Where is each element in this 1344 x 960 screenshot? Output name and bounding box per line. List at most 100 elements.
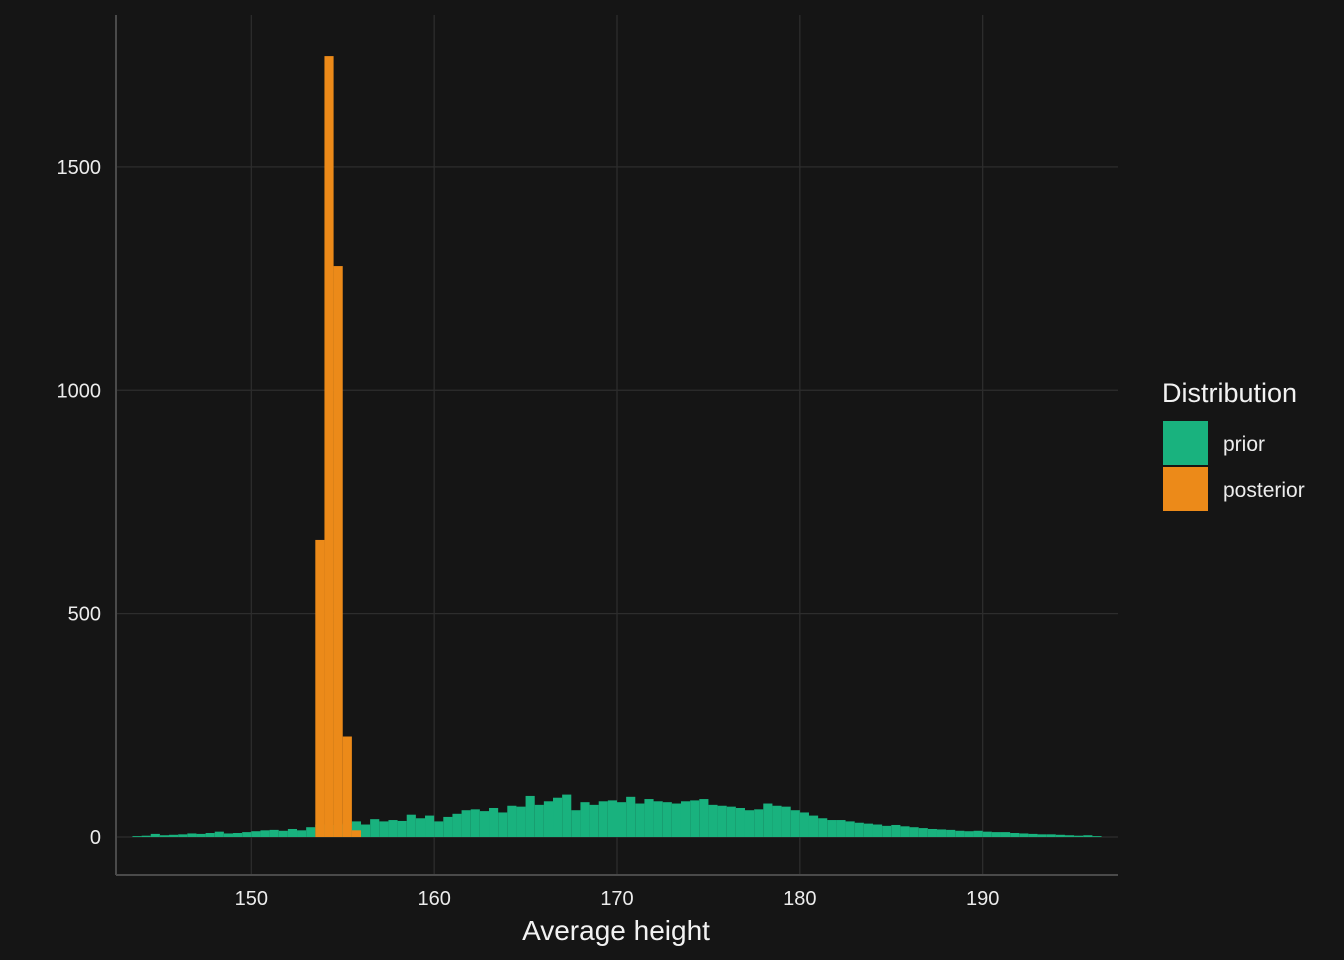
prior-bar — [1037, 834, 1047, 838]
prior-bars — [132, 794, 1102, 838]
prior-bar — [781, 806, 791, 838]
prior-bar — [1000, 832, 1011, 838]
posterior-bar — [351, 830, 362, 838]
prior-bar — [790, 810, 800, 838]
prior-bar — [452, 813, 462, 838]
prior-bar — [223, 833, 234, 838]
prior-bar — [708, 804, 718, 838]
prior-bar — [918, 828, 928, 838]
legend-swatch-posterior — [1163, 467, 1208, 511]
prior-bar — [1028, 833, 1038, 838]
prior-bar — [233, 833, 243, 838]
prior-bar — [205, 833, 215, 838]
prior-bar — [607, 800, 617, 838]
prior-bar — [955, 830, 965, 838]
prior-bar — [671, 803, 681, 838]
prior-bar — [964, 831, 974, 838]
prior-bar — [242, 832, 252, 838]
prior-bar — [818, 818, 828, 838]
prior-bar — [598, 801, 608, 838]
prior-bar — [827, 820, 837, 838]
prior-bar — [169, 834, 179, 838]
prior-bar — [278, 830, 288, 838]
prior-bar — [178, 834, 188, 838]
prior-bar — [370, 819, 380, 838]
prior-bar — [617, 802, 627, 838]
y-tick-label: 0 — [90, 827, 101, 849]
prior-bar — [927, 828, 937, 838]
prior-bar — [845, 821, 855, 838]
prior-bar — [397, 820, 407, 838]
prior-bar — [470, 809, 480, 838]
prior-bar — [653, 801, 663, 838]
prior-bar — [854, 822, 864, 838]
prior-bar — [644, 799, 654, 838]
prior-bar — [735, 807, 745, 838]
prior-bar — [909, 827, 919, 838]
prior-bar — [1064, 835, 1075, 838]
prior-bar — [507, 805, 517, 838]
prior-bar — [662, 802, 672, 838]
prior-bar — [1019, 833, 1029, 838]
prior-bar — [772, 805, 782, 838]
prior-bar — [726, 806, 736, 838]
prior-bar — [150, 833, 160, 838]
posterior-bar — [333, 266, 343, 838]
legend-swatch-prior — [1163, 421, 1208, 465]
prior-bar — [580, 802, 590, 838]
prior-bar — [260, 830, 270, 838]
prior-bar — [351, 821, 362, 838]
prior-bar — [763, 803, 773, 838]
prior-bar — [434, 821, 444, 838]
prior-bar — [936, 829, 947, 838]
prior-bar — [388, 820, 398, 838]
prior-bar — [882, 825, 892, 838]
legend-title: Distribution — [1162, 378, 1297, 408]
posterior-bar — [315, 539, 325, 838]
prior-bar — [214, 831, 224, 838]
prior-bar — [287, 828, 298, 838]
prior-bar — [1092, 836, 1102, 838]
prior-bar — [132, 836, 142, 838]
prior-bar — [1083, 835, 1093, 838]
prior-bar — [991, 832, 1001, 838]
prior-bar — [1010, 833, 1020, 838]
prior-bar — [379, 821, 389, 838]
prior-bar — [415, 818, 426, 838]
prior-bar — [680, 801, 691, 838]
prior-bar — [863, 823, 873, 838]
prior-bar — [717, 805, 727, 838]
legend-label-prior: prior — [1223, 433, 1265, 456]
prior-bar — [543, 801, 554, 838]
posterior-bar — [324, 56, 334, 838]
prior-bar — [489, 807, 499, 838]
x-tick-label: 170 — [600, 888, 633, 910]
axes — [115, 15, 1118, 876]
gridlines — [116, 15, 1118, 875]
posterior-bars — [315, 56, 362, 838]
prior-bar — [425, 815, 435, 838]
prior-bar — [754, 809, 764, 838]
legend: Distribution prior posterior — [1162, 378, 1305, 511]
prior-bar — [1074, 835, 1084, 838]
prior-bar — [982, 831, 992, 838]
prior-bar — [1055, 834, 1065, 838]
prior-bar — [946, 829, 956, 838]
prior-bar — [562, 794, 572, 838]
prior-bar — [553, 797, 563, 838]
y-tick-label: 1000 — [57, 380, 102, 402]
x-tick-label: 160 — [417, 888, 450, 910]
y-tick-label: 500 — [68, 604, 101, 626]
prior-bar — [516, 806, 526, 838]
prior-bar — [626, 796, 636, 838]
prior-bar — [799, 812, 809, 838]
prior-bar — [900, 826, 910, 838]
prior-bar — [699, 799, 709, 838]
prior-bar — [744, 810, 755, 838]
prior-bar — [872, 824, 883, 838]
prior-bar — [196, 833, 206, 838]
prior-bar — [571, 810, 581, 838]
prior-bar — [159, 835, 170, 838]
x-axis-title: Average height — [522, 915, 710, 946]
